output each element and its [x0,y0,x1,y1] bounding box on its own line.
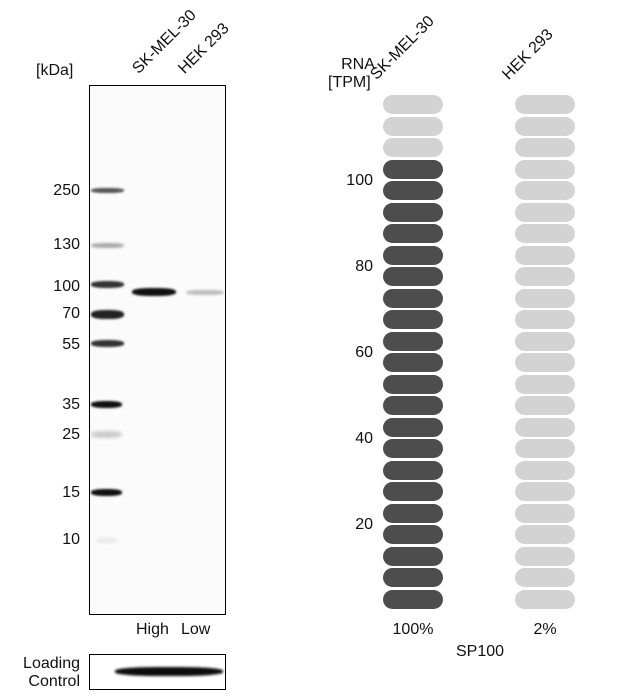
rna-pill [515,460,575,480]
rna-pill [383,568,443,587]
ladder-band-35 [91,401,122,408]
ladder-band-130 [91,243,124,248]
rna-pill [515,482,575,501]
rna-pill [515,245,575,265]
loading-control-membrane [89,654,226,690]
rna-pill [383,138,443,157]
marker-label-15: 15 [62,484,80,501]
sample-band-sk-mel-30 [132,288,176,296]
rna-pill [383,245,443,265]
rna-pill [383,202,443,222]
rna-pill [383,310,443,329]
rna-pill [515,159,575,179]
ladder-band-55 [91,340,124,347]
rna-pill [515,181,575,200]
rna-pill [515,396,575,415]
rna-percent-sk-mel-30: 100% [392,621,434,638]
ladder-band-250 [91,188,124,193]
rna-pill [515,310,575,329]
rna-pill [515,331,575,351]
rna-pill [383,503,443,523]
ladder-band-100 [91,281,124,288]
rna-pill [383,460,443,480]
rna-pill [515,95,575,114]
rna-pill [383,482,443,501]
rna-pill [383,417,443,437]
rna-pill [383,546,443,566]
rna-pill [515,353,575,372]
rna-percent-hek-293: 2% [533,621,557,638]
rna-tick-40: 40 [355,430,373,447]
rna-pill [383,288,443,308]
rna-pill [383,374,443,394]
ladder-band-15 [91,489,122,496]
rna-column-label-sk-mel-30: SK-MEL-30 [367,12,438,84]
expression-label-low: Low [181,621,211,638]
rna-pill [383,224,443,243]
kda-unit-label: [kDa] [36,62,74,79]
rna-pill [515,503,575,523]
rna-pill [515,267,575,286]
ladder-band-25 [91,431,122,438]
expression-label-high: High [136,621,169,638]
rna-pill [383,331,443,351]
rna-pill [515,525,575,544]
marker-label-250: 250 [53,182,80,199]
blot-membrane [89,85,226,615]
rna-pill [383,159,443,179]
rna-column-label-hek-293: HEK 293 [499,25,557,84]
rna-pill [515,439,575,458]
rna-pill [515,138,575,157]
marker-label-10: 10 [62,531,80,548]
marker-label-25: 25 [62,426,80,443]
rna-pill [515,374,575,394]
loading-control-band [115,667,223,676]
rna-pill [515,417,575,437]
rna-pill [515,224,575,243]
rna-pill [383,267,443,286]
rna-pill [383,116,443,136]
rna-pill [383,181,443,200]
rna-pill [383,525,443,544]
rna-pill [383,396,443,415]
loading-control-label-line2: Control [28,673,80,690]
rna-pill [515,116,575,136]
marker-label-55: 55 [62,336,80,353]
rna-tick-100: 100 [346,172,373,189]
rna-pill [515,202,575,222]
rna-pill [515,589,575,609]
gene-name-label: SP100 [455,643,505,660]
rna-pill [383,95,443,114]
rna-tick-80: 80 [355,258,373,275]
rna-pill [515,546,575,566]
rna-tick-20: 20 [355,516,373,533]
rna-pill [515,288,575,308]
rna-pill [383,353,443,372]
rna-tick-60: 60 [355,344,373,361]
rna-axis-label-line1: RNA [341,56,375,73]
rna-pill [515,568,575,587]
rna-axis-label-line2: [TPM] [328,74,371,91]
ladder-band-10 [96,538,118,543]
rna-pill [383,589,443,609]
ladder-band-70 [91,310,124,319]
marker-label-130: 130 [53,236,80,253]
marker-label-35: 35 [62,396,80,413]
loading-control-label-line1: Loading [23,655,80,672]
marker-label-70: 70 [62,305,80,322]
rna-pill [383,439,443,458]
marker-label-100: 100 [53,278,80,295]
sample-band-hek-293 [186,290,224,295]
